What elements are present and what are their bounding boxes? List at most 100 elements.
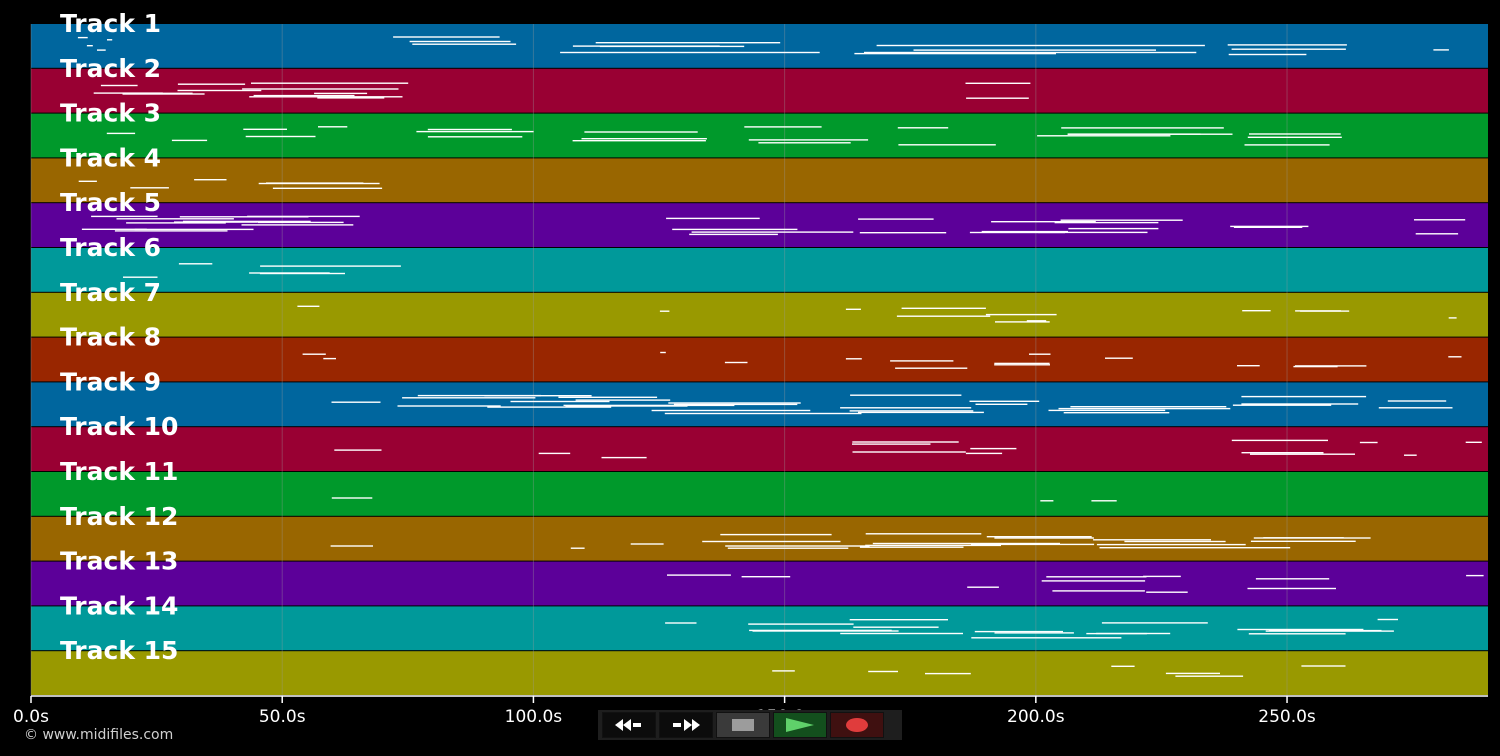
note-event [895,367,968,369]
note-event [272,187,383,189]
note-event [194,179,227,181]
note-event [1096,543,1246,546]
note-event [994,537,1094,539]
note-event [323,357,336,360]
track-label: Track 14 [60,591,178,620]
track-lane-6[interactable] [31,248,1488,292]
note-event [660,351,666,354]
note-event [122,93,205,95]
note-event [575,399,671,401]
copyright-text: © www.midifiles.com [24,727,174,743]
note-event [1233,226,1303,228]
track-lane-13[interactable] [31,561,1488,606]
note-event [741,576,791,578]
note-event [702,540,841,543]
note-event [858,218,934,220]
note-event [409,40,511,43]
note-event [177,83,246,85]
note-event [397,405,501,407]
note-event [994,632,1074,634]
track-lane-11[interactable] [31,472,1488,516]
note-event [1037,135,1171,137]
note-event [1248,633,1346,635]
note-event [752,630,899,632]
note-event [1029,353,1051,355]
note-event [1250,453,1355,455]
note-event [724,361,748,364]
track-lane-14[interactable] [31,606,1488,651]
note-event [1263,537,1344,539]
track-lane-3[interactable] [31,113,1488,158]
note-event [487,406,612,408]
tick-label: 50.0s [259,707,306,727]
track-lane-7[interactable] [31,292,1488,337]
note-event [563,404,735,407]
stop-icon [732,719,754,731]
note-event [245,135,316,138]
track-lane-10[interactable] [31,427,1488,471]
tick-label: 0.0s [13,707,49,727]
note-event [667,574,731,576]
note-event [1241,395,1367,398]
track-label: Track 2 [60,54,161,83]
note-event [1143,575,1181,578]
note-event [689,233,778,236]
note-event [727,547,849,549]
note-event [1067,133,1233,135]
note-event [427,128,512,131]
note-event [865,544,1001,547]
note-event [249,96,403,98]
note-event [969,231,1065,234]
track-lane-2[interactable] [31,68,1488,113]
note-event [247,215,360,218]
note-event [845,358,862,360]
track-lane-12[interactable] [31,516,1488,561]
note-event [510,400,610,403]
track-lane-8[interactable] [31,337,1488,382]
note-event [183,220,311,223]
track-label: Track 10 [60,412,178,441]
play-button[interactable] [773,712,827,738]
note-event [1448,356,1462,358]
note-event [317,97,385,99]
note-event [1026,320,1047,322]
note-event [864,51,1197,54]
note-event [665,622,697,624]
note-event [994,362,1050,365]
track-lane-4[interactable] [31,158,1488,203]
note-event [840,407,972,409]
track-label: Track 5 [60,188,161,217]
note-event [852,443,931,445]
note-event [720,533,832,536]
note-event [1041,580,1146,582]
note-event [668,402,801,404]
note-event [876,44,1205,47]
note-event [259,272,345,275]
track-lane-1[interactable] [31,24,1488,68]
note-event [664,412,862,415]
note-event [986,536,1092,538]
fast-forward-button[interactable] [659,712,713,738]
note-event [266,182,364,184]
note-event [123,276,158,278]
track-lane-15[interactable] [31,651,1488,695]
note-event [134,228,254,231]
stop-button[interactable] [716,712,770,738]
note-event [81,228,147,230]
note-event [1054,221,1159,224]
note-event [1268,629,1382,632]
note-event [970,447,1017,450]
note-event [297,305,320,307]
note-event [1415,233,1459,235]
note-event [651,409,811,412]
note-event [330,545,373,547]
note-event [100,84,138,87]
rewind-button[interactable] [602,712,656,738]
note-event [584,131,698,133]
record-button[interactable] [830,712,884,738]
note-event [1250,540,1356,542]
note-event [1387,400,1447,402]
track-label: Track 15 [60,636,178,665]
note-event [850,394,962,396]
